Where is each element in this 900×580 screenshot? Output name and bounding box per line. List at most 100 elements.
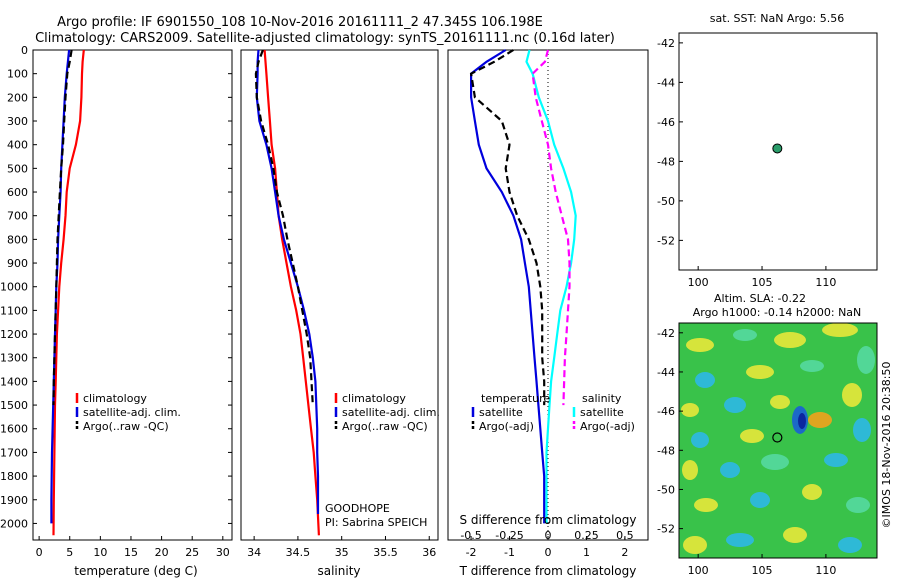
- y-tick-label: -42: [657, 327, 675, 340]
- legend-entry: climatology: [342, 392, 406, 405]
- sla-anomaly-blob: [746, 365, 774, 379]
- s-tick-label: -0.25: [495, 529, 523, 542]
- x-tick-label: 1: [583, 546, 590, 559]
- sla-anomaly-blob: [733, 329, 757, 341]
- y-tick-label: 1700: [0, 446, 28, 459]
- y-tick-label: 700: [7, 210, 28, 223]
- legend-entry: climatology: [83, 392, 147, 405]
- y-tick-label: 900: [7, 257, 28, 270]
- sla-anomaly-blob: [824, 453, 848, 467]
- x-tick-label: 5: [66, 546, 73, 559]
- x-tick-label: -2: [466, 546, 477, 559]
- sla-anomaly-blob: [774, 332, 806, 348]
- sla-anomaly-blob: [686, 338, 714, 352]
- sla-anomaly-blob: [691, 432, 709, 448]
- y-tick-label: 500: [7, 162, 28, 175]
- y-tick-label: 1800: [0, 470, 28, 483]
- x-tick-label: 34.5: [286, 546, 311, 559]
- x-tick-label: 100: [688, 564, 709, 577]
- sla-anomaly-blob: [798, 413, 806, 429]
- legend-entry: Argo(..raw -QC): [83, 420, 169, 433]
- imos-side-label: ©IMOS 18-Nov-2016 20:38:50: [880, 362, 893, 529]
- figure-title-line1: Argo profile: IF 6901550_108 10-Nov-2016…: [57, 15, 543, 30]
- sla-chart: 100 105 110 -42 -44 -46 -48 -50 -52: [657, 322, 878, 577]
- sla-anomaly-blob: [783, 527, 807, 543]
- sla-anomaly-blob: [808, 412, 832, 428]
- y-tick-label: -44: [657, 366, 675, 379]
- y-tick-label: 600: [7, 186, 28, 199]
- location-title: sat. SST: NaN Argo: 5.56: [710, 12, 844, 25]
- y-tick-label: 1500: [0, 399, 28, 412]
- x-tick-label: 35.5: [373, 546, 398, 559]
- x-tick-label: 10: [93, 546, 107, 559]
- s-tick-label: 0: [545, 529, 552, 542]
- y-tick-label: -46: [657, 405, 675, 418]
- s-tick-label: 0.5: [616, 529, 634, 542]
- plot-frame: [678, 32, 878, 271]
- float-position-marker: [772, 143, 783, 154]
- sla-anomaly-blob: [846, 497, 870, 513]
- sla-anomaly-blob: [842, 383, 862, 407]
- y-tick-label: 1000: [0, 281, 28, 294]
- y-tick-label: -52: [657, 523, 675, 536]
- y-tick-label: 1200: [0, 328, 28, 341]
- difference-xlabel: T difference from climatology: [459, 564, 637, 578]
- sla-anomaly-blob: [694, 498, 718, 512]
- series-line-s-satellite: [525, 49, 577, 524]
- sla-anomaly-blob: [800, 360, 824, 372]
- salinity-chart: 34 34.5 35 35.5 36 climatologysatellite-adj. …: [240, 49, 440, 559]
- sla-anomaly-blob: [802, 484, 822, 500]
- series-line-s-argo-adj-: [531, 49, 571, 406]
- temperature-chart: 0100200300400500600700800900100011001200…: [0, 44, 233, 559]
- x-tick-label: 15: [124, 546, 138, 559]
- legend-group-title: salinity: [582, 392, 622, 405]
- plot-frame: [678, 322, 878, 559]
- series-line-satellite-adj-clim-: [255, 49, 320, 514]
- y-tick-label: 1300: [0, 352, 28, 365]
- sla-anomaly-blob: [720, 462, 740, 478]
- sla-anomaly-blob: [681, 403, 699, 417]
- legend-entry: Argo(-adj): [479, 420, 534, 433]
- legend-entry: satellite-adj. clim.: [83, 406, 181, 419]
- y-tick-label: -50: [657, 483, 675, 496]
- y-tick-label: 0: [21, 44, 28, 57]
- x-tick-label: 30: [216, 546, 230, 559]
- pi-annotation: PI: Sabrina SPEICH: [325, 516, 427, 529]
- y-tick-label: -44: [657, 76, 675, 89]
- x-tick-label: 110: [815, 276, 836, 289]
- goodhope-annotation: GOODHOPE: [325, 502, 390, 515]
- difference-chart: -2 -1 0 1 2-0.5 -0.25 0 0.25 0.5temperaturesatel…: [447, 49, 649, 559]
- legend-entry: satellite: [479, 406, 523, 419]
- sla-anomaly-blob: [857, 346, 875, 374]
- y-tick-label: -48: [657, 444, 675, 457]
- y-tick-label: -46: [657, 116, 675, 129]
- s-tick-label: -0.5: [460, 529, 481, 542]
- series-line-t-satellite: [470, 49, 546, 524]
- x-tick-label: 0: [36, 546, 43, 559]
- legend-entry: Argo(-adj): [580, 420, 635, 433]
- x-tick-label: 36: [422, 546, 436, 559]
- sla-title-line1: Altim. SLA: -0.22: [714, 292, 806, 305]
- sla-title-line2: Argo h1000: -0.14 h2000: NaN: [693, 306, 862, 319]
- sla-anomaly-blob: [740, 429, 764, 443]
- float-position-marker: [772, 432, 783, 443]
- sla-anomaly-blob: [695, 372, 715, 388]
- legend-entry: satellite: [580, 406, 624, 419]
- sla-anomaly-blob: [853, 418, 871, 442]
- y-tick-label: 1600: [0, 423, 28, 436]
- series-line-argo-raw-qc-: [52, 49, 73, 406]
- series-line-climatology: [52, 49, 85, 536]
- y-tick-label: 200: [7, 91, 28, 104]
- y-tick-label: 2000: [0, 517, 28, 530]
- legend-entry: Argo(..raw -QC): [342, 420, 428, 433]
- sla-anomaly-blob: [770, 395, 790, 409]
- x-tick-label: 110: [815, 564, 836, 577]
- legend-entry: satellite-adj. clim.: [342, 406, 440, 419]
- x-tick-label: 105: [752, 276, 773, 289]
- sla-anomaly-blob: [822, 323, 858, 337]
- sla-background: [679, 323, 877, 558]
- x-tick-label: 100: [688, 276, 709, 289]
- y-tick-label: 100: [7, 68, 28, 81]
- x-tick-label: 2: [621, 546, 628, 559]
